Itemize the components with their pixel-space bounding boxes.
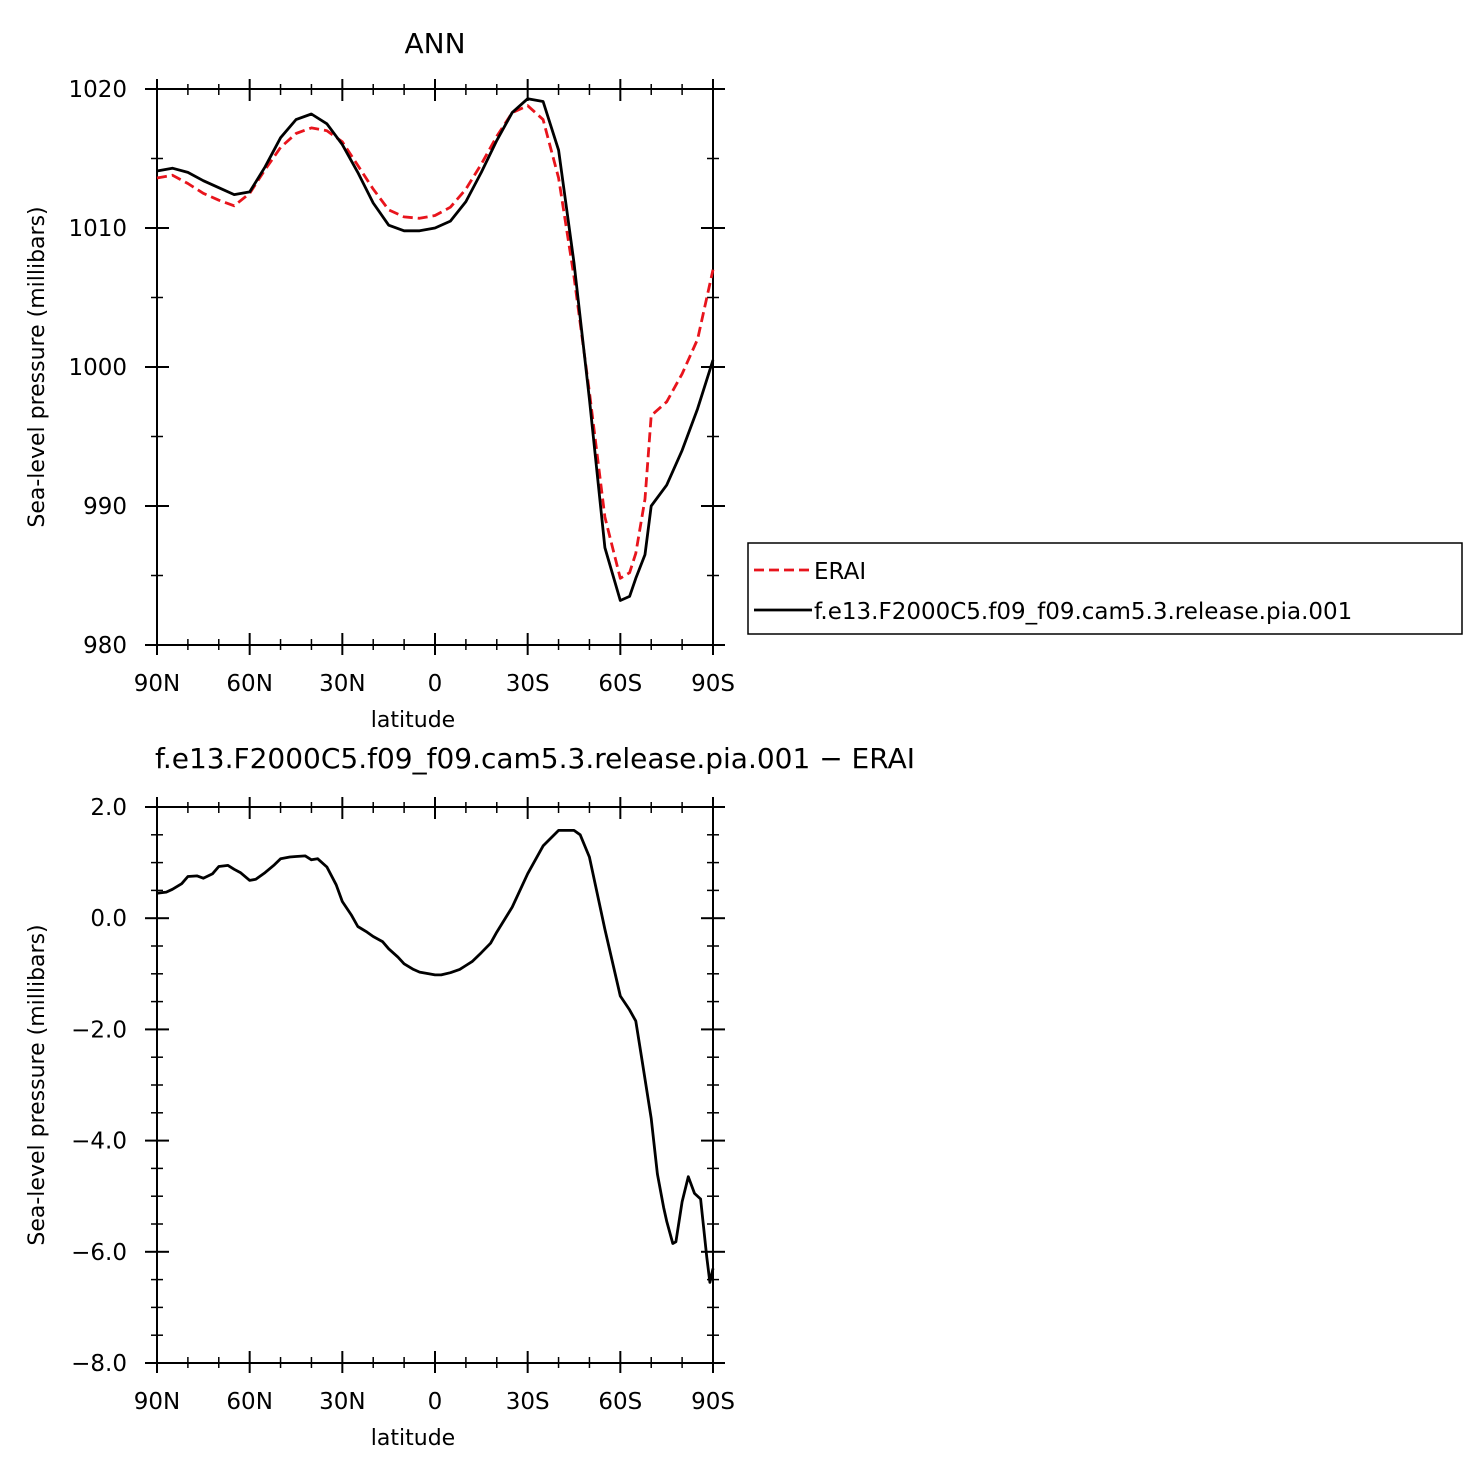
- y-tick-label: −4.0: [71, 1129, 127, 1155]
- y-axis-label: Sea-level pressure (millibars): [25, 206, 50, 527]
- x-tick-label: 90N: [134, 671, 180, 697]
- x-tick-label: 30S: [506, 1389, 550, 1415]
- bottom-panel: f.e13.F2000C5.f09_f09.cam5.3.release.pia…: [25, 742, 915, 1451]
- chart-title: ANN: [404, 27, 465, 60]
- chart-title: f.e13.F2000C5.f09_f09.cam5.3.release.pia…: [155, 742, 915, 775]
- plot-frame: [156, 88, 714, 646]
- x-tick-label: 60S: [598, 671, 642, 697]
- x-tick-label: 30N: [319, 1389, 365, 1415]
- x-axis-label: latitude: [371, 1426, 455, 1451]
- y-tick-label: −6.0: [71, 1240, 127, 1266]
- y-axis-label: Sea-level pressure (millibars): [25, 924, 50, 1245]
- y-tick-label: −2.0: [71, 1017, 127, 1043]
- y-tick-label: 980: [83, 633, 127, 659]
- plot-frame: [156, 806, 714, 1364]
- x-tick-label: 90S: [691, 671, 735, 697]
- x-tick-label: 90S: [691, 1389, 735, 1415]
- y-tick-label: 2.0: [90, 795, 127, 821]
- x-axis-label: latitude: [371, 708, 455, 733]
- y-tick-label: 0.0: [90, 906, 127, 932]
- x-tick-label: 60S: [598, 1389, 642, 1415]
- x-tick-label: 60N: [226, 1389, 272, 1415]
- x-tick-label: 30S: [506, 671, 550, 697]
- legend-label-0: ERAI: [814, 559, 866, 585]
- legend-box: [747, 542, 1463, 635]
- y-tick-label: 1020: [68, 77, 127, 103]
- x-tick-label: 0: [428, 1389, 443, 1415]
- legend-label-1: f.e13.F2000C5.f09_f09.cam5.3.release.pia…: [814, 599, 1352, 625]
- x-tick-label: 90N: [134, 1389, 180, 1415]
- x-tick-label: 0: [428, 671, 443, 697]
- top-panel: ANN 90N 60N 30N 0 30S 60S 90S 980 990 1000 1010 1020…: [25, 27, 735, 733]
- y-tick-label: 990: [83, 494, 127, 520]
- series-line-0: [156, 104, 715, 580]
- legend: ERAI f.e13.F2000C5.f09_f09.cam5.3.release…: [747, 542, 1463, 635]
- y-tick-label: 1000: [68, 355, 127, 381]
- series-line-0: [156, 829, 715, 1284]
- y-tick-label: −8.0: [71, 1351, 127, 1377]
- x-tick-label: 60N: [226, 671, 272, 697]
- x-tick-label: 30N: [319, 671, 365, 697]
- y-tick-label: 1010: [68, 216, 127, 242]
- series-line-1: [156, 97, 715, 602]
